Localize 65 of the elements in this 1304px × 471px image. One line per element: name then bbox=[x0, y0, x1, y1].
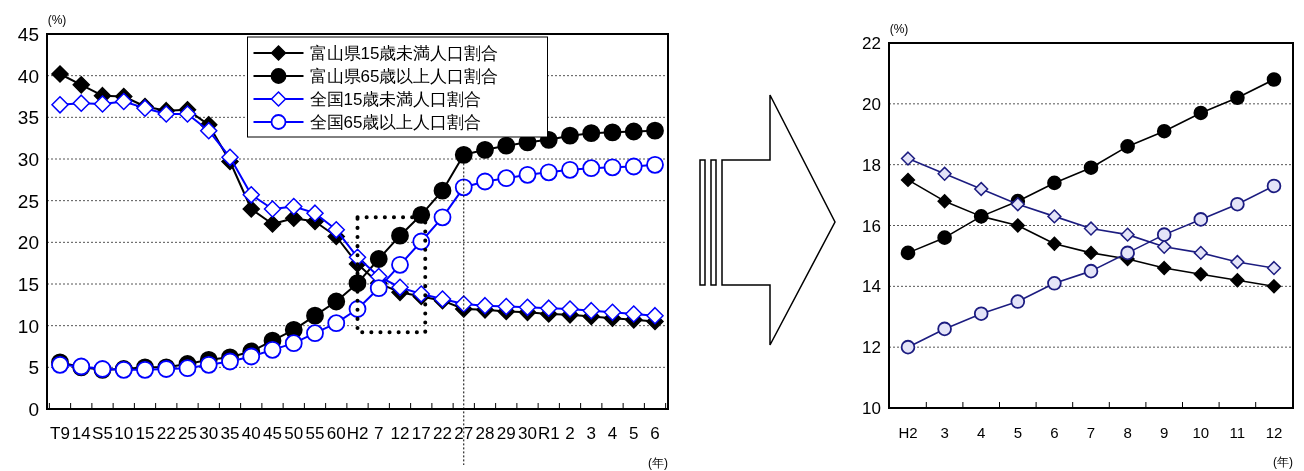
x-tick-label: 7 bbox=[1086, 424, 1096, 441]
y-tick-label: 0 bbox=[28, 398, 39, 420]
x-tick-label: 3 bbox=[940, 424, 949, 441]
x-tick-label: 10 bbox=[1192, 424, 1210, 441]
x-tick-label: 22 bbox=[156, 424, 176, 443]
x-tick-label: 8 bbox=[1123, 424, 1132, 441]
y-tick-label: 25 bbox=[17, 190, 39, 212]
y-tick-label: 12 bbox=[862, 338, 881, 358]
x-tick-label: 25 bbox=[178, 424, 197, 443]
x-tick-label: 12 bbox=[390, 424, 410, 443]
y-axis-title: (%) bbox=[47, 13, 67, 27]
y-tick-label: 20 bbox=[862, 94, 881, 114]
y-tick-label: 10 bbox=[17, 315, 39, 337]
x-tick-label: 2 bbox=[565, 424, 575, 443]
x-tick-label: 30 bbox=[518, 424, 537, 443]
x-tick-label: 50 bbox=[284, 424, 304, 443]
y-axis-title: (%) bbox=[889, 22, 909, 36]
x-tick-label: 4 bbox=[607, 424, 618, 443]
x-tick-label: H2 bbox=[346, 424, 369, 443]
x-tick-label: 14 bbox=[71, 424, 91, 443]
y-tick-label: 45 bbox=[17, 23, 39, 45]
x-tick-label: H2 bbox=[898, 424, 918, 441]
x-tick-label: 30 bbox=[199, 424, 219, 443]
x-tick-label: 6 bbox=[650, 424, 660, 443]
x-tick-label: 60 bbox=[326, 424, 346, 443]
x-tick-label: 7 bbox=[374, 424, 384, 443]
x-tick-label: 3 bbox=[586, 424, 596, 443]
x-tick-label: 29 bbox=[496, 424, 516, 443]
x-tick-label: T9 bbox=[50, 424, 70, 443]
y-tick-label: 10 bbox=[862, 399, 881, 419]
x-tick-label: 15 bbox=[135, 424, 155, 443]
x-tick-label: 6 bbox=[1050, 424, 1059, 441]
x-axis-title: (年) bbox=[648, 456, 668, 470]
x-tick-label: 4 bbox=[977, 424, 986, 441]
y-tick-label: 35 bbox=[17, 107, 39, 129]
x-tick-label: 5 bbox=[629, 424, 639, 443]
x-tick-label: R1 bbox=[537, 424, 560, 443]
x-tick-label: 9 bbox=[1160, 424, 1169, 441]
legend-label: 富山県65歳以上人口割合 bbox=[309, 67, 499, 86]
y-tick-label: 5 bbox=[28, 357, 39, 379]
y-tick-label: 22 bbox=[862, 34, 881, 54]
y-tick-label: 15 bbox=[17, 273, 39, 295]
y-tick-label: 40 bbox=[17, 65, 39, 87]
legend-label: 全国65歳以上人口割合 bbox=[309, 113, 482, 132]
x-tick-label: 55 bbox=[305, 424, 325, 443]
legend-label: 全国15歳未満人口割合 bbox=[309, 90, 482, 109]
x-tick-label: 10 bbox=[114, 424, 134, 443]
y-tick-label: 18 bbox=[862, 155, 881, 175]
x-tick-label: 28 bbox=[475, 424, 495, 443]
x-tick-label: 17 bbox=[411, 424, 431, 443]
y-tick-label: 20 bbox=[17, 232, 39, 254]
x-tick-label: 11 bbox=[1229, 424, 1246, 441]
legend-label: 富山県15歳未満人口割合 bbox=[309, 44, 499, 63]
x-tick-label: 27 bbox=[454, 424, 474, 443]
x-tick-label: 40 bbox=[241, 424, 261, 443]
y-tick-label: 16 bbox=[862, 216, 881, 236]
x-tick-label: 45 bbox=[263, 424, 282, 443]
x-tick-label: 35 bbox=[220, 424, 240, 443]
y-tick-label: 30 bbox=[17, 148, 39, 170]
x-tick-label: 22 bbox=[433, 424, 452, 443]
y-tick-label: 14 bbox=[862, 277, 881, 297]
x-axis-title: (年) bbox=[1273, 455, 1293, 469]
x-tick-label: S5 bbox=[92, 424, 113, 443]
x-tick-label: 5 bbox=[1013, 424, 1022, 441]
x-tick-label: 12 bbox=[1265, 424, 1283, 441]
